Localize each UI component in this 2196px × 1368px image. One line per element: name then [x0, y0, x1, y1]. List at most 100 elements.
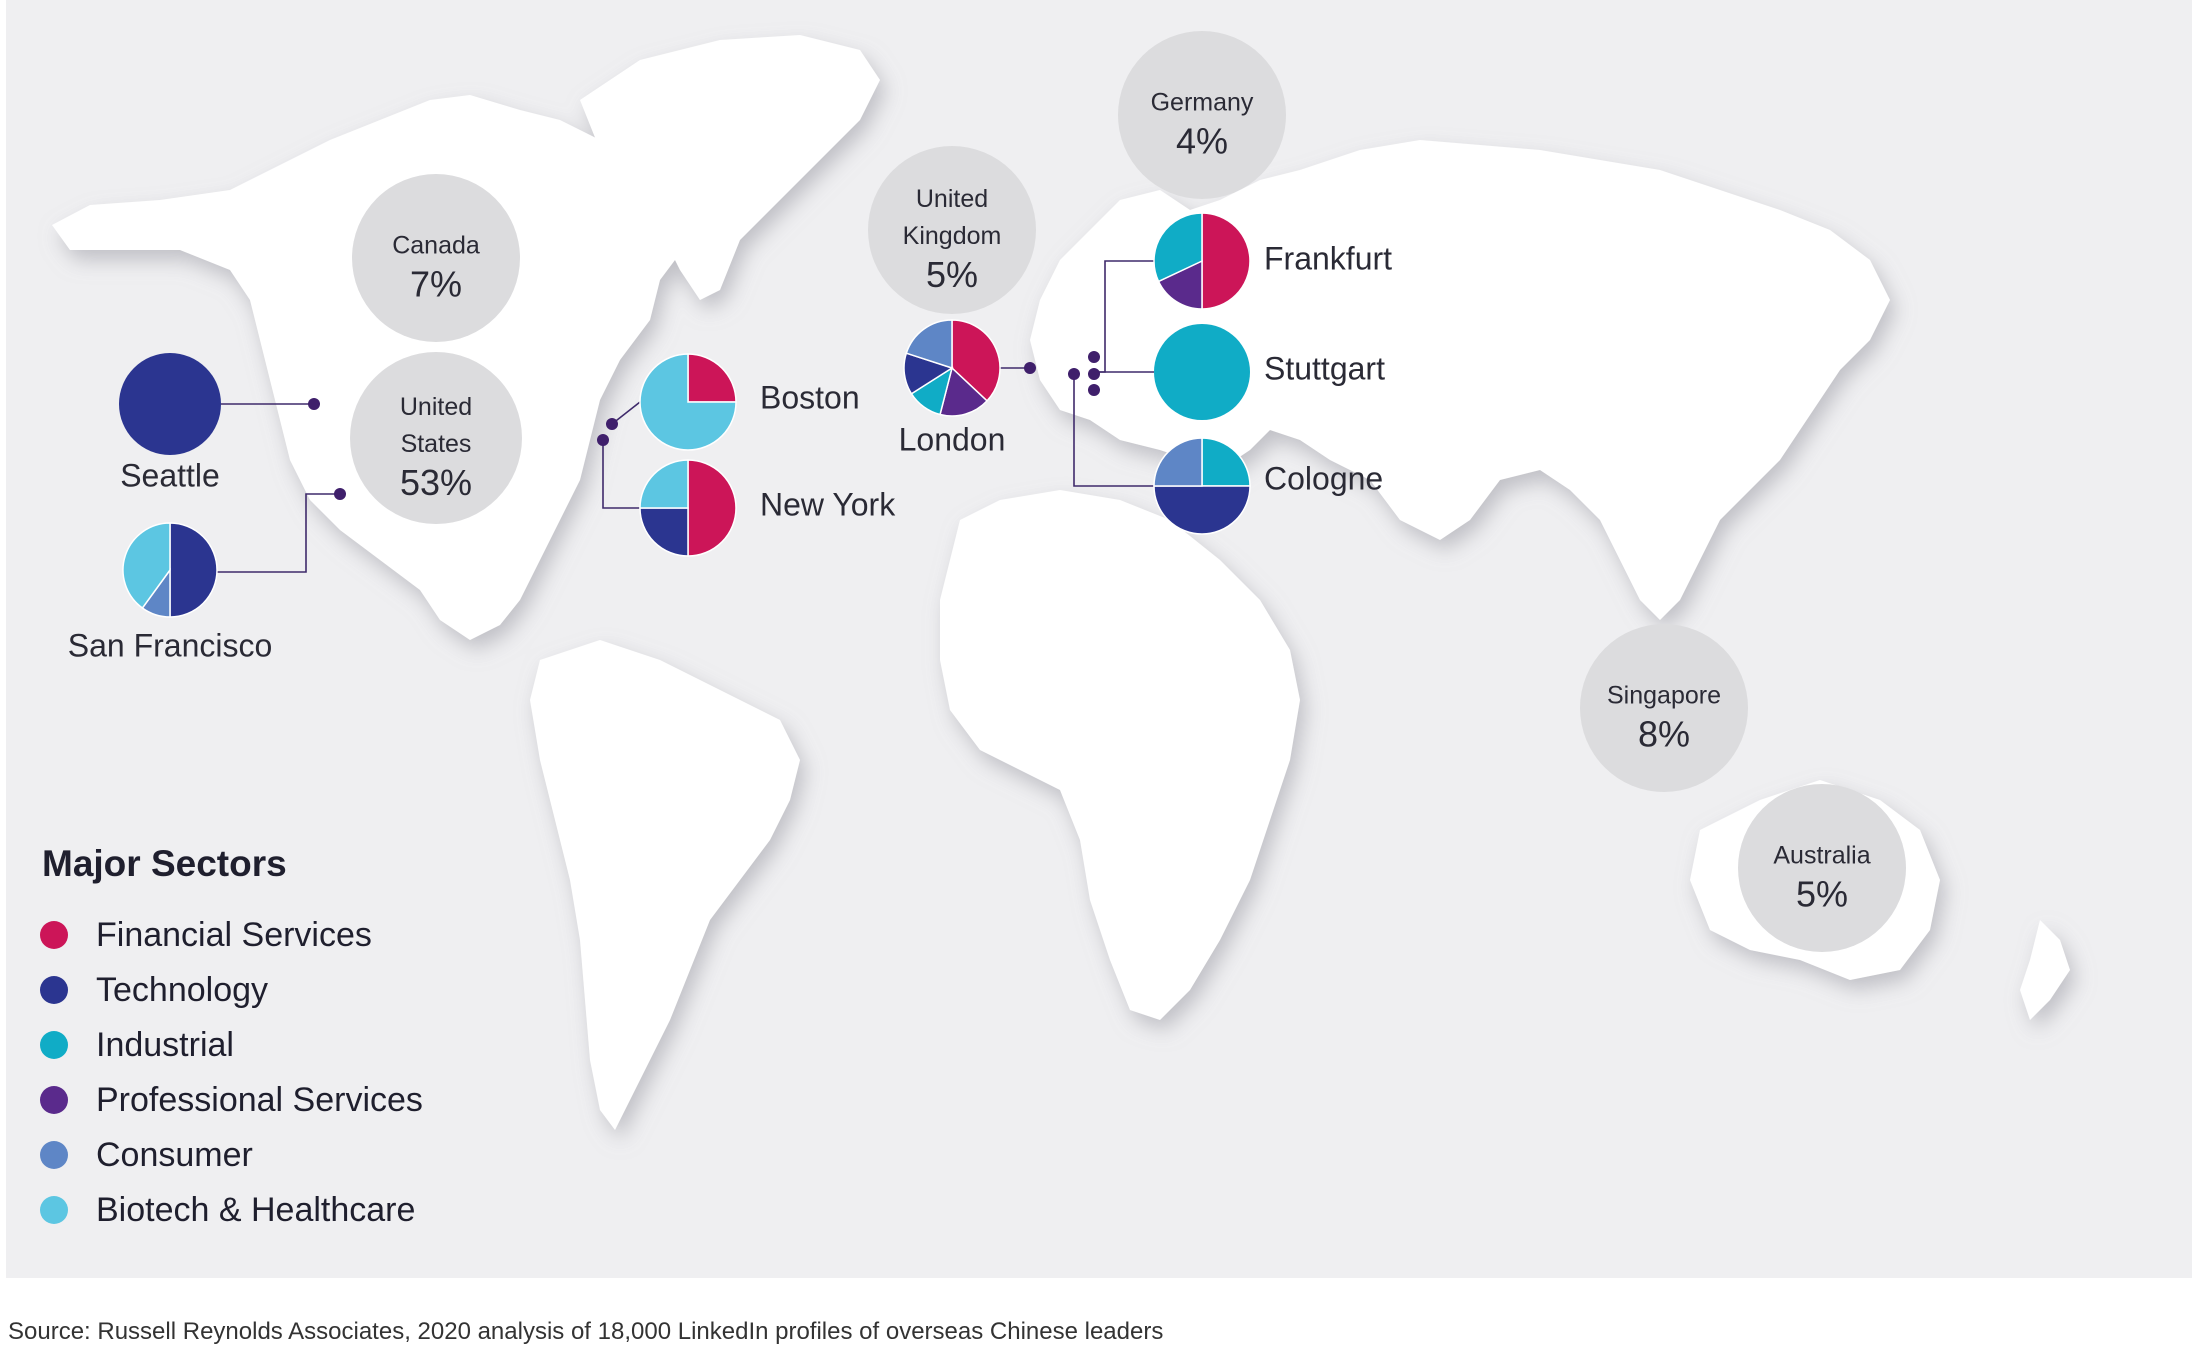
pie-slice-technology: [1153, 485, 1251, 535]
country-name: Australia: [1773, 842, 1870, 870]
greenland-shape: [580, 35, 880, 300]
legend-label: Biotech & Healthcare: [96, 1190, 416, 1229]
legend-swatch: [40, 976, 68, 1004]
pie-slice-biotech: [639, 459, 689, 509]
country-bubble-united-kingdom: United Kingdom 5%: [868, 146, 1036, 314]
source-note: Source: Russell Reynolds Associates, 202…: [8, 1318, 1164, 1345]
country-bubble-circle: [1118, 31, 1286, 199]
city-label: London: [899, 421, 1006, 457]
legend-swatch: [40, 1031, 68, 1059]
city-label: Seattle: [120, 457, 220, 493]
pie-slice-industrial: [1153, 212, 1203, 283]
city-label: San Francisco: [68, 627, 273, 663]
city-label: Frankfurt: [1264, 240, 1392, 276]
legend-item-industrial: Industrial: [40, 1022, 234, 1068]
pie-slice-financial: [951, 319, 1001, 402]
city-location-dot: [1088, 384, 1100, 396]
city-location-dot: [1088, 368, 1100, 380]
city-location-dot: [597, 434, 609, 446]
pie-slice-professional: [1157, 259, 1203, 310]
country-value: 7%: [410, 264, 462, 305]
pie-slice-technology: [169, 522, 218, 618]
connectors: [217, 260, 1154, 573]
south-america-shape: [530, 640, 800, 1130]
legend-label: Professional Services: [96, 1080, 423, 1119]
country-value: 5%: [926, 254, 978, 295]
country-bubble-germany: Germany 4%: [1118, 31, 1286, 199]
country-name: Germany: [1151, 89, 1254, 117]
legend-item-financial: Financial Services: [40, 912, 372, 958]
country-name: Canada: [392, 232, 480, 260]
country-value: 8%: [1638, 714, 1690, 755]
city-pies: Seattle San Francisco Boston New YorkLondon…: [68, 212, 1392, 663]
pie-slice-financial: [687, 353, 737, 403]
country-bubble-singapore: Singapore 8%: [1580, 624, 1748, 792]
city-label: Stuttgart: [1264, 350, 1385, 386]
city-location-dot: [1088, 351, 1100, 363]
legend-swatch: [40, 1141, 68, 1169]
city-label: Boston: [760, 379, 860, 415]
legend-item-biotech: Biotech & Healthcare: [40, 1187, 415, 1233]
city-label: Cologne: [1264, 460, 1383, 496]
pie-stuttgart: Stuttgart: [1154, 324, 1385, 420]
country-name: Kingdom: [903, 222, 1002, 250]
country-value: 53%: [400, 462, 472, 503]
country-bubble-circle: [350, 352, 522, 524]
africa-shape: [940, 490, 1300, 1020]
country-bubble-united-states: United States 53%: [350, 352, 522, 524]
country-bubble-circle: [352, 174, 520, 342]
pie-slice-professional: [939, 366, 989, 417]
country-name: States: [401, 430, 472, 458]
pie-seattle: Seattle: [119, 353, 221, 493]
pie-slice-industrial: [1201, 437, 1251, 487]
country-bubble-australia: Australia 5%: [1738, 784, 1906, 952]
legend-item-consumer: Consumer: [40, 1132, 253, 1178]
city-location-dot: [1024, 362, 1036, 374]
legend-label: Industrial: [96, 1025, 234, 1064]
pie-slice-consumer: [1153, 437, 1203, 487]
country-bubble-circle: [1580, 624, 1748, 792]
connector-line: [1073, 374, 1154, 487]
pie-slice-financial: [687, 459, 737, 557]
country-value: 4%: [1176, 121, 1228, 162]
connector-line: [217, 493, 340, 573]
country-name: United: [916, 185, 988, 213]
country-bubbles: Canada 7% United States 53% United Kingdom 5% Ge…: [350, 31, 1906, 952]
pie-cologne: Cologne: [1153, 437, 1383, 535]
country-bubble-circle: [868, 146, 1036, 314]
pie-slice-technology: [119, 353, 221, 455]
legend-label: Consumer: [96, 1135, 253, 1174]
pie-slice-technology: [639, 507, 689, 557]
pie-slice-biotech: [639, 353, 737, 451]
country-bubble-canada: Canada 7%: [352, 174, 520, 342]
country-name: Singapore: [1607, 682, 1721, 710]
legend-label: Financial Services: [96, 915, 372, 954]
legend-label: Technology: [96, 970, 269, 1009]
country-value: 5%: [1796, 874, 1848, 915]
pie-london: London: [899, 319, 1006, 457]
new-zealand-shape: [2020, 920, 2070, 1020]
legend-item-professional: Professional Services: [40, 1077, 423, 1123]
city-label: New York: [760, 486, 896, 522]
pie-san-francisco: San Francisco: [68, 522, 273, 663]
country-bubble-circle: [1738, 784, 1906, 952]
city-location-dot: [1068, 368, 1080, 380]
pie-boston: Boston: [639, 353, 860, 451]
pie-frankfurt: Frankfurt: [1153, 212, 1392, 310]
legend-swatch: [40, 921, 68, 949]
legend-swatch: [40, 1086, 68, 1114]
connector-line: [602, 440, 640, 509]
pie-slice-financial: [1201, 212, 1251, 310]
city-location-dot: [308, 398, 320, 410]
city-location-dot: [334, 488, 346, 500]
legend-item-technology: Technology: [40, 967, 268, 1013]
country-name: United: [400, 393, 472, 421]
pie-slice-industrial: [1154, 324, 1250, 420]
north-america-shape: [52, 95, 700, 640]
legend-title: Major Sectors: [42, 843, 287, 884]
pie-slice-biotech: [122, 522, 171, 610]
city-location-dot: [606, 418, 618, 430]
legend-swatch: [40, 1196, 68, 1224]
